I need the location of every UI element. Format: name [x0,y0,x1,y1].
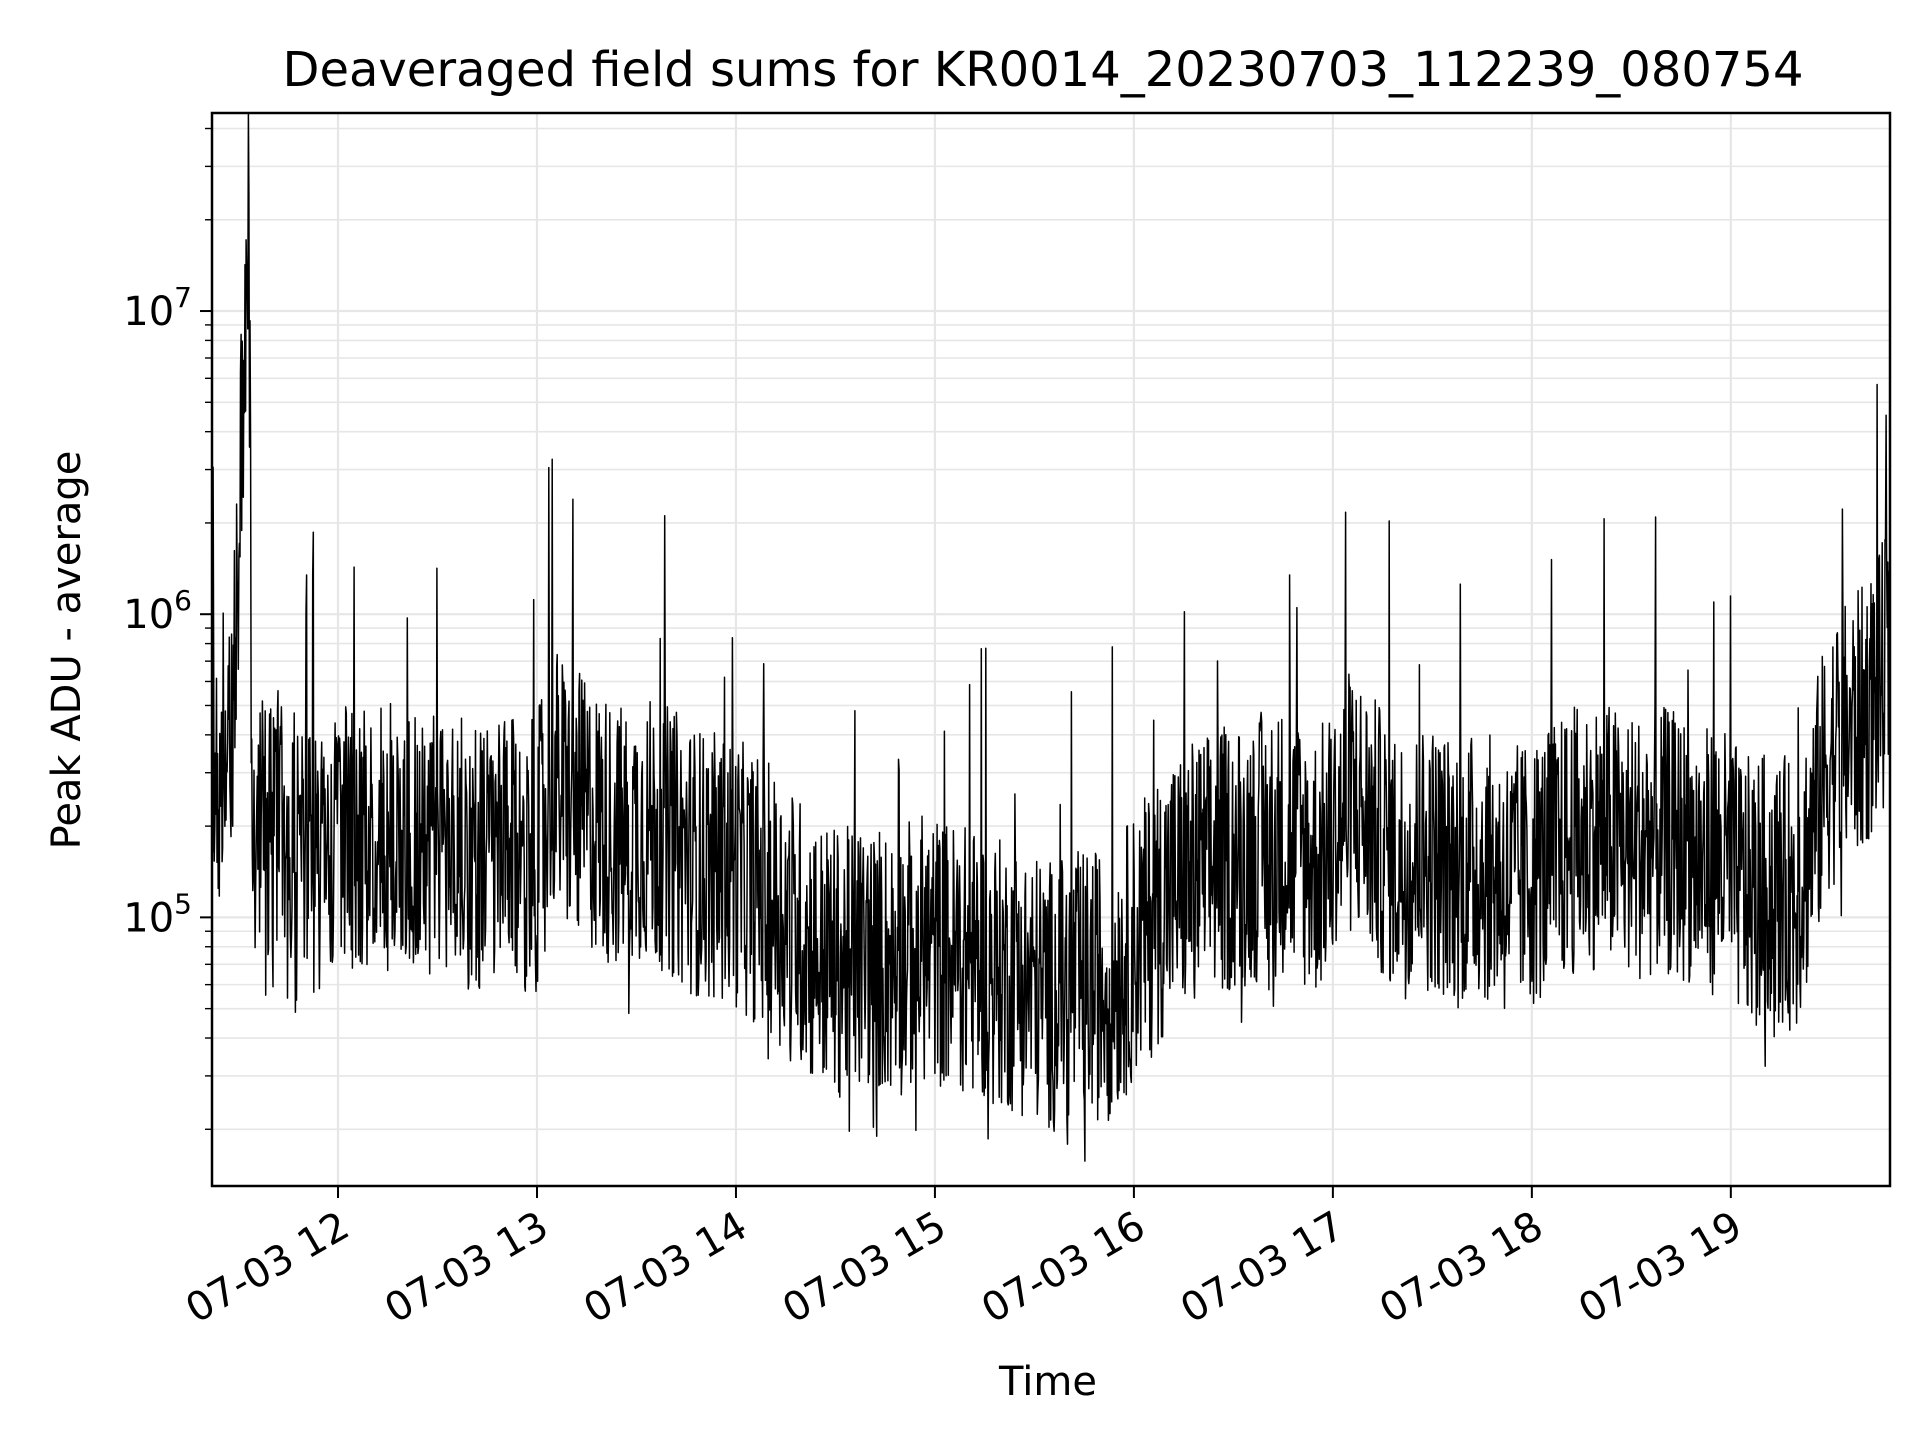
chart-title: Deaveraged field sums for KR0014_2023070… [282,42,1803,98]
grid-lines [212,113,1890,1186]
y-axis: 105 106 107 [123,127,212,1130]
y-tick-label: 105 [123,887,192,941]
series-point [818,955,819,956]
y-axis-label: Peak ADU - average [44,451,90,850]
series-point [1505,882,1506,883]
x-axis-label: Time [998,1359,1097,1405]
plot-frame [210,111,1892,1188]
series-line [211,112,1891,1162]
y-tick-label: 107 [123,281,192,335]
series-point [639,826,640,827]
y-tick-label: 106 [123,584,192,638]
